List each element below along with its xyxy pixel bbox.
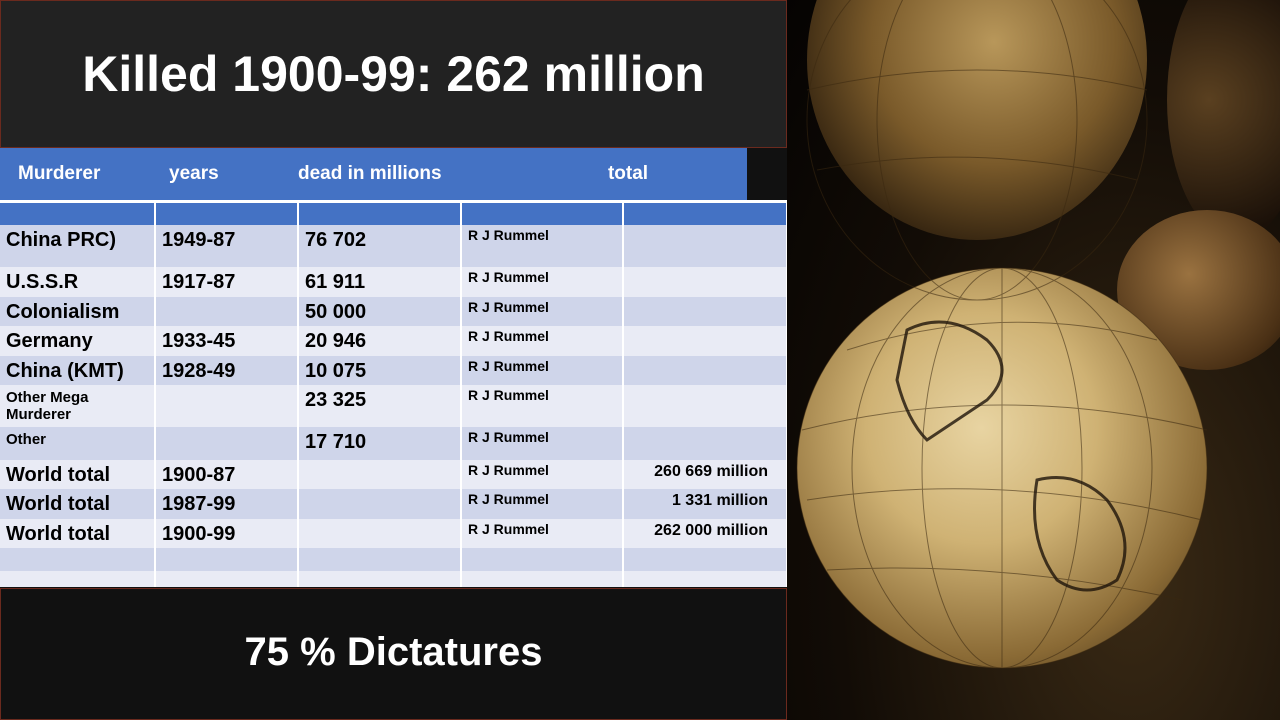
title-box: Killed 1900-99: 262 million <box>0 0 787 148</box>
source-cell: R J Rummel <box>461 489 624 519</box>
header-total: total <box>583 148 747 203</box>
years-cell: 1900-99 <box>155 519 299 548</box>
table-row: Other 17 710 R J Rummel <box>0 427 788 460</box>
murderer-cell: Germany <box>0 326 156 356</box>
source-cell: R J Rummel <box>461 519 624 548</box>
globes-photo <box>787 0 1280 720</box>
total-cell <box>623 326 788 356</box>
table-row: China (KMT) 1928-49 10 075 R J Rummel <box>0 356 788 385</box>
source-cell: R J Rummel <box>461 267 624 297</box>
years-cell: 1917-87 <box>155 267 299 297</box>
total-cell <box>623 356 788 385</box>
murderer-cell: U.S.S.R <box>0 267 156 297</box>
total-cell: 260 669 million <box>623 460 788 489</box>
murderer-cell: China (KMT) <box>0 356 156 385</box>
header-murderer: Murderer <box>0 148 155 203</box>
footer-box: 75 % Dictatures <box>0 588 787 720</box>
table-row: Colonialism 50 000 R J Rummel <box>0 297 788 326</box>
empty-row <box>0 571 788 587</box>
years-cell <box>155 385 299 427</box>
dead-cell: 61 911 <box>298 267 462 297</box>
years-cell: 1933-45 <box>155 326 299 356</box>
source-cell: R J Rummel <box>461 326 624 356</box>
source-cell: R J Rummel <box>461 225 624 267</box>
murder-table: Murderer years dead in millions total Ch… <box>0 148 788 587</box>
dead-cell: 23 325 <box>298 385 462 427</box>
years-cell <box>155 297 299 326</box>
dead-cell: 10 075 <box>298 356 462 385</box>
total-cell: 1 331 million <box>623 489 788 519</box>
murderer-cell: Other Mega Murderer <box>0 385 156 427</box>
dead-cell <box>298 460 462 489</box>
dead-cell: 20 946 <box>298 326 462 356</box>
source-cell: R J Rummel <box>461 356 624 385</box>
source-cell: R J Rummel <box>461 385 624 427</box>
years-cell: 1987-99 <box>155 489 299 519</box>
source-cell: R J Rummel <box>461 427 624 460</box>
murderer-cell: China PRC) <box>0 225 156 267</box>
years-cell <box>155 427 299 460</box>
years-cell: 1928-49 <box>155 356 299 385</box>
table-row: China PRC) 1949-87 76 702 R J Rummel <box>0 225 788 267</box>
years-cell: 1900-87 <box>155 460 299 489</box>
total-cell <box>623 267 788 297</box>
table-row: U.S.S.R 1917-87 61 911 R J Rummel <box>0 267 788 297</box>
header-dead: dead in millions <box>298 148 461 203</box>
total-cell: 262 000 million <box>623 519 788 548</box>
total-cell <box>623 225 788 267</box>
years-cell: 1949-87 <box>155 225 299 267</box>
table-row: World total 1900-87 R J Rummel 260 669 mill… <box>0 460 788 489</box>
blank-header-row <box>0 201 788 225</box>
total-cell <box>623 297 788 326</box>
table-row: Germany 1933-45 20 946 R J Rummel <box>0 326 788 356</box>
murderer-cell: Colonialism <box>0 297 156 326</box>
source-cell: R J Rummel <box>461 460 624 489</box>
murderer-cell: Other <box>0 427 156 460</box>
header-years: years <box>155 148 298 203</box>
table-row: World total 1900-99 R J Rummel 262 000 mill… <box>0 519 788 548</box>
dead-cell <box>298 489 462 519</box>
dead-cell: 17 710 <box>298 427 462 460</box>
slide-footer: 75 % Dictatures <box>244 629 543 674</box>
table-row: World total 1987-99 R J Rummel 1 331 millio… <box>0 489 788 519</box>
murderer-cell: World total <box>0 460 156 489</box>
table-row: Other Mega Murderer 23 325 R J Rummel <box>0 385 788 427</box>
slide-title: Killed 1900-99: 262 million <box>82 46 705 102</box>
dead-cell: 76 702 <box>298 225 462 267</box>
total-cell <box>623 385 788 427</box>
table-header: Murderer years dead in millions total <box>0 148 787 203</box>
dead-cell <box>298 519 462 548</box>
murderer-cell: World total <box>0 519 156 548</box>
empty-row <box>0 548 788 571</box>
source-cell: R J Rummel <box>461 297 624 326</box>
dead-cell: 50 000 <box>298 297 462 326</box>
total-cell <box>623 427 788 460</box>
murderer-cell: World total <box>0 489 156 519</box>
